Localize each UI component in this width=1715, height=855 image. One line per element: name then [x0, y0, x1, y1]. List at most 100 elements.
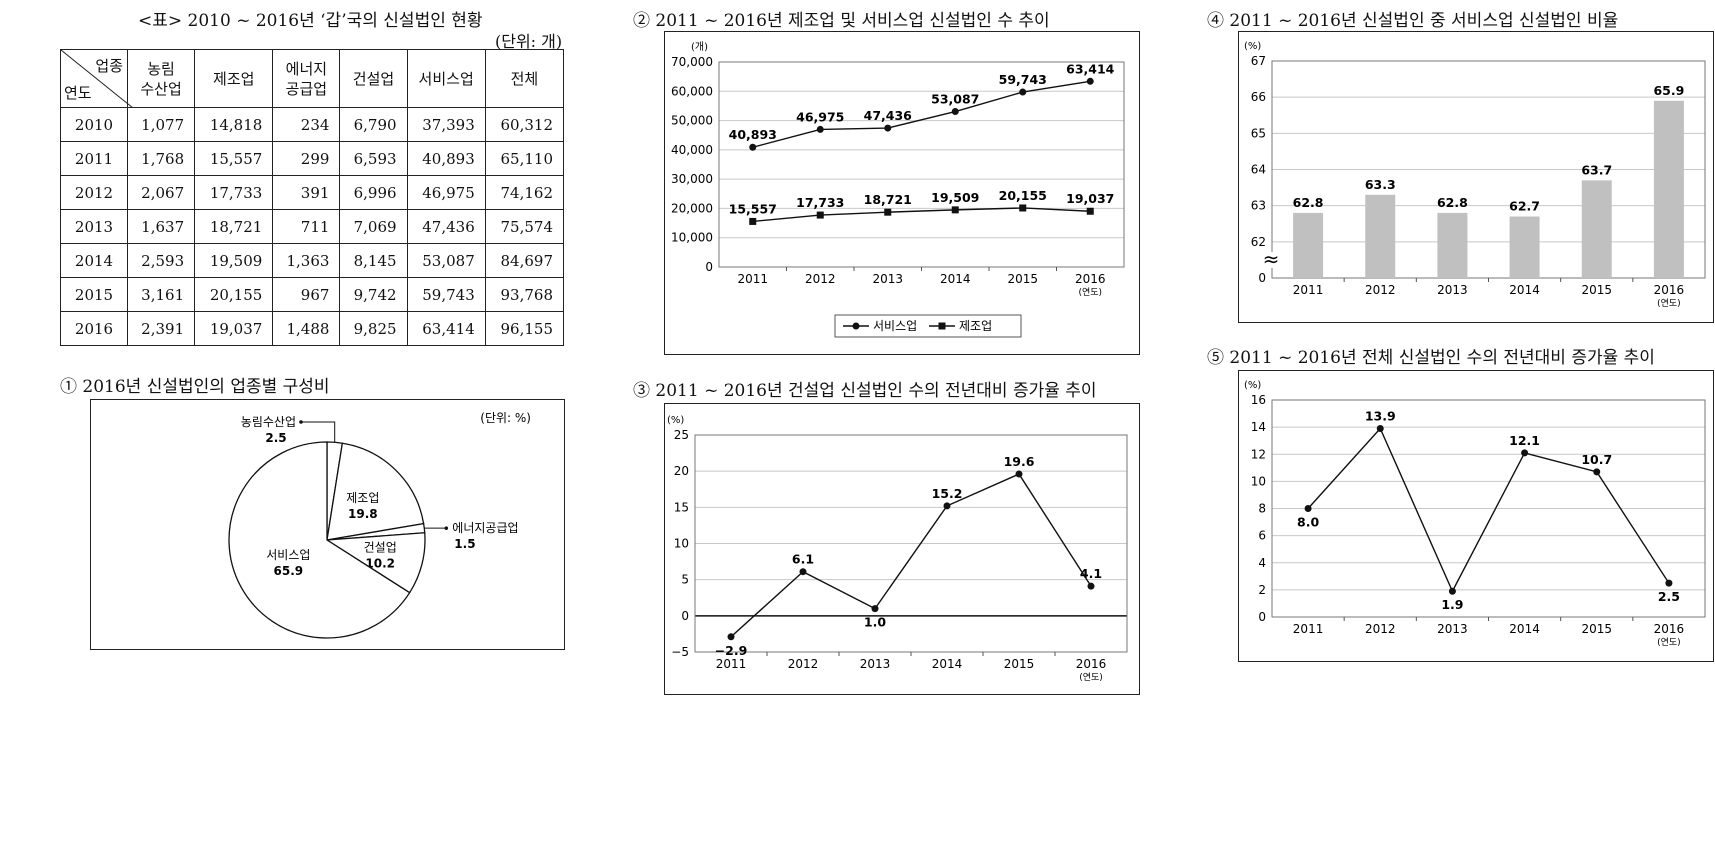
- x-tick-label: 2012: [805, 272, 836, 286]
- y-tick-label: 2: [1258, 583, 1266, 597]
- table-cell: 1,768: [128, 142, 195, 176]
- chart2-box: 0 10,000 20,000 30,000 40,000 50,000 60,000 70,…: [664, 31, 1140, 355]
- chart5-title: ⑤ 2011 ~ 2016년 전체 신설법인 수의 전년대비 증가율 추이: [1207, 343, 1655, 368]
- bar-value-label: 62.8: [1293, 195, 1324, 210]
- data-label: 18,721: [864, 192, 912, 207]
- data-point: [1019, 89, 1026, 96]
- table-cell: 711: [273, 210, 340, 244]
- data-label: 19,037: [1066, 191, 1114, 206]
- x-tick-label: 2013: [860, 657, 891, 671]
- table-year-cell: 2010: [61, 108, 128, 142]
- data-label: 1.0: [864, 615, 886, 630]
- table-cell: 6,593: [340, 142, 407, 176]
- y-tick-label: 0: [681, 609, 689, 623]
- y-axis-unit: (%): [667, 415, 684, 426]
- x-tick-label: 2013: [1437, 622, 1468, 636]
- table-header-cell: 전체: [485, 50, 563, 108]
- chart5-box: 0 2 4 6 8 10 12 14 16 (%) 2011 2012 2013 2014 2015 2016…: [1238, 370, 1714, 662]
- data-point: [1019, 204, 1026, 211]
- data-point: [1521, 449, 1528, 456]
- pie-leader-dot: [444, 526, 448, 530]
- bar: [1582, 180, 1612, 278]
- pie-slice-label: 제조업: [346, 491, 379, 505]
- pie-chart: (단위: %) 농림수산업2.5제조업19.8에너지공급업1.5건설업10.2서…: [91, 400, 564, 649]
- table-year-cell: 2016: [61, 312, 128, 346]
- pie-slice-label: 건설업: [364, 540, 397, 554]
- table-row: 2010 1,077 14,818 234 6,790 37,393 60,312: [61, 108, 564, 142]
- x-tick-label: 2014: [1509, 283, 1540, 297]
- table-cell: 20,155: [195, 278, 273, 312]
- y-tick-label: 20: [674, 464, 689, 478]
- table-title: <표> 2010 ~ 2016년 ‘갑’국의 신설법인 현황: [138, 6, 483, 31]
- data-point: [817, 212, 824, 219]
- table-cell: 46,975: [407, 176, 485, 210]
- pie-slice-label: 서비스업: [266, 548, 310, 562]
- x-tick-label: 2011: [716, 657, 747, 671]
- table-row: 2015 3,161 20,155 967 9,742 59,743 93,768: [61, 278, 564, 312]
- data-point: [749, 144, 756, 151]
- x-tick-label: 2012: [1365, 622, 1396, 636]
- table-year-cell: 2011: [61, 142, 128, 176]
- table-cell: 14,818: [195, 108, 273, 142]
- chart3-box: −5 0 5 10 15 20 25 (%) 2011 2012 2013 2014 2015 2016(…: [664, 403, 1140, 695]
- table-cell: 7,069: [340, 210, 407, 244]
- table-cell: 65,110: [485, 142, 563, 176]
- y-tick-label: 67: [1251, 54, 1266, 68]
- data-table: 업종 연도 농림 수산업 제조업 에너지 공급업 건설업 서비스업 전체 2010 1,07…: [60, 49, 564, 346]
- y-tick-label: 14: [1251, 420, 1266, 434]
- table-header-cell: 서비스업: [407, 50, 485, 108]
- table-cell: 2,593: [128, 244, 195, 278]
- x-tick-label: 2012: [1365, 283, 1396, 297]
- pie-slice-label: 에너지공급업: [452, 521, 518, 535]
- table-corner-cell: 업종 연도: [61, 50, 128, 108]
- y-tick-label: 64: [1251, 163, 1266, 177]
- data-label: 19,509: [931, 190, 979, 205]
- table-cell: 299: [273, 142, 340, 176]
- table-cell: 18,721: [195, 210, 273, 244]
- x-axis-unit: (연도): [1657, 298, 1681, 309]
- data-point: [1305, 505, 1312, 512]
- x-tick-label: 2011: [1293, 622, 1324, 636]
- x-tick-label: 2011: [1293, 283, 1324, 297]
- data-point: [952, 108, 959, 115]
- data-label: 6.1: [792, 552, 814, 567]
- chart4-title: ④ 2011 ~ 2016년 신설법인 중 서비스업 신설법인 비율: [1207, 6, 1618, 31]
- legend-marker: [939, 323, 946, 330]
- data-label: 59,743: [999, 72, 1047, 87]
- bar: [1437, 213, 1467, 278]
- corner-bottom-label: 연도: [64, 82, 92, 103]
- pie-unit: (단위: %): [480, 411, 531, 425]
- table-cell: 2,067: [128, 176, 195, 210]
- y-tick-label: 10,000: [671, 231, 713, 245]
- x-tick-label: 2015: [1007, 272, 1038, 286]
- table-cell: 40,893: [407, 142, 485, 176]
- table-cell: 15,557: [195, 142, 273, 176]
- y-tick-label: 40,000: [671, 143, 713, 157]
- data-point: [872, 605, 879, 612]
- bar: [1365, 195, 1395, 278]
- x-axis-unit: (연도): [1657, 637, 1681, 648]
- chart4-svg: 0 62 63 64 65 66 67 (%) 2011 2012 2013 2014 2015 2016…: [1239, 32, 1713, 322]
- data-label: 4.1: [1080, 566, 1102, 581]
- y-tick-label: 70,000: [671, 55, 713, 69]
- y-tick-label: 10: [674, 537, 689, 551]
- legend-label: 서비스업: [873, 319, 917, 333]
- x-tick-label: 2015: [1581, 283, 1612, 297]
- y-tick-label: 0: [705, 260, 713, 274]
- y-tick-label: 16: [1251, 393, 1266, 407]
- y-tick-label: 6: [1258, 529, 1266, 543]
- table-cell: 75,574: [485, 210, 563, 244]
- chart4-box: 0 62 63 64 65 66 67 (%) 2011 2012 2013 2014 2015 2016…: [1238, 31, 1714, 323]
- table-cell: 9,742: [340, 278, 407, 312]
- data-label: 1.9: [1441, 597, 1463, 612]
- data-label: 63,414: [1066, 61, 1115, 76]
- chart3-title: ③ 2011 ~ 2016년 건설업 신설법인 수의 전년대비 증가율 추이: [633, 376, 1097, 401]
- table-cell: 96,155: [485, 312, 563, 346]
- y-tick-label: 30,000: [671, 172, 713, 186]
- bar-value-label: 62.8: [1437, 195, 1468, 210]
- data-label: 15,557: [729, 201, 777, 216]
- series-line: [1308, 428, 1669, 591]
- y-tick-label: 8: [1258, 502, 1266, 516]
- x-tick-label: 2013: [872, 272, 903, 286]
- data-point: [1088, 583, 1095, 590]
